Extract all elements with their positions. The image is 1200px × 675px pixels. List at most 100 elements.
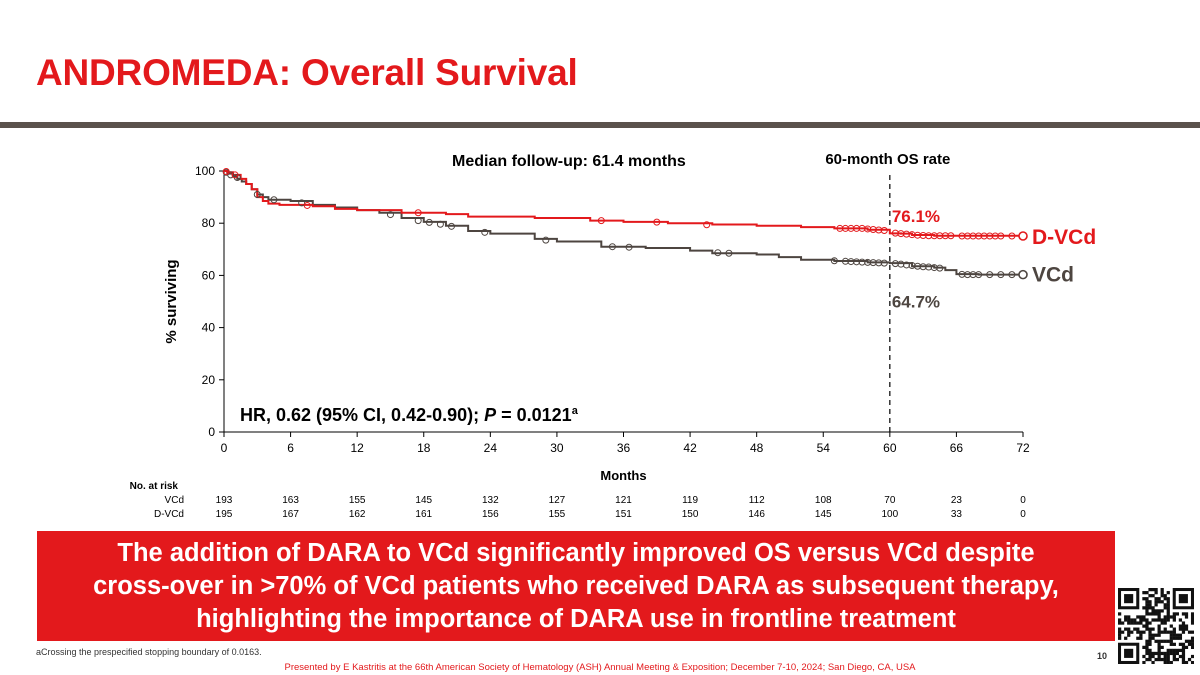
qr-module [1190, 645, 1194, 649]
presented-by: Presented by E Kastritis at the 66th Ame… [284, 662, 916, 673]
qr-module [1169, 642, 1173, 646]
qr-module [1166, 654, 1170, 659]
qr-module [1145, 639, 1149, 643]
censor-mark [608, 243, 616, 251]
censor-mark [997, 232, 1005, 240]
y-tick-label: 40 [202, 321, 216, 335]
qr-module [1187, 642, 1192, 646]
qr-module [1169, 651, 1173, 656]
risk-cell: 100 [881, 509, 898, 520]
series-end-marker [1018, 269, 1028, 280]
qr-module [1190, 615, 1194, 619]
qr-module [1190, 660, 1194, 664]
qr-module [1157, 618, 1161, 622]
qr-module [1160, 621, 1164, 625]
qr-module [1172, 615, 1176, 619]
qr-module [1148, 600, 1152, 604]
risk-table-header: No. at risk [130, 481, 179, 492]
censor-mark [231, 171, 239, 179]
qr-module [1154, 618, 1158, 622]
qr-module [1148, 588, 1152, 592]
qr-module [1169, 639, 1173, 643]
qr-code-icon[interactable] [1118, 588, 1194, 664]
dvcd-os-rate: 76.1% [892, 207, 940, 226]
qr-module [1181, 624, 1186, 628]
slide-title: ANDROMEDA: Overall Survival [36, 52, 578, 93]
censor-mark [997, 271, 1005, 279]
qr-module [1151, 654, 1155, 659]
conclusion-line-3: highlighting the importance of DARA use … [196, 604, 956, 633]
qr-module [1133, 621, 1137, 625]
qr-module [1172, 657, 1176, 662]
series-line-d-vcd [224, 170, 1024, 237]
qr-module [1166, 660, 1170, 664]
qr-module [1160, 609, 1164, 613]
qr-module [1157, 597, 1161, 601]
risk-cell: 151 [615, 509, 632, 520]
qr-module [1139, 636, 1143, 640]
qr-module [1187, 639, 1192, 643]
qr-module [1181, 621, 1186, 625]
qr-module [1190, 630, 1194, 634]
qr-module [1172, 612, 1176, 616]
qr-module [1136, 630, 1140, 634]
risk-cell: 150 [682, 509, 699, 520]
qr-module [1175, 657, 1179, 662]
qr-module [1190, 612, 1194, 616]
qr-module [1139, 633, 1143, 637]
censor-mark [880, 227, 888, 235]
qr-module [1163, 654, 1167, 659]
risk-cell: 163 [282, 495, 299, 506]
qr-module [1130, 630, 1134, 634]
risk-cell: 145 [415, 495, 432, 506]
qr-module [1148, 630, 1152, 634]
qr-module [1139, 615, 1143, 619]
qr-module [1178, 624, 1183, 628]
qr-module [1181, 648, 1186, 653]
censor-mark [653, 218, 661, 226]
qr-module [1166, 606, 1170, 610]
qr-module [1133, 618, 1137, 622]
qr-module [1157, 657, 1161, 662]
qr-module [1172, 618, 1176, 622]
censor-mark [986, 271, 994, 279]
qr-module [1148, 639, 1152, 643]
qr-module [1160, 645, 1164, 649]
qr-module [1148, 594, 1152, 598]
qr-module [1124, 615, 1128, 619]
page-number: 10 [1097, 651, 1108, 661]
qr-module [1157, 612, 1161, 616]
censor-mark [975, 271, 983, 279]
conclusion-line-2: cross-over in >70% of VCd patients who r… [93, 571, 1059, 600]
qr-module [1172, 627, 1176, 631]
vcd-os-rate: 64.7% [892, 293, 940, 312]
qr-module [1160, 600, 1164, 604]
qr-module [1151, 588, 1155, 592]
censor-mark [542, 236, 550, 244]
qr-module [1184, 615, 1189, 619]
os-rate-heading: 60-month OS rate [825, 151, 950, 168]
risk-cell: 155 [549, 509, 566, 520]
qr-module [1181, 654, 1186, 659]
qr-module [1145, 609, 1149, 613]
qr-module [1151, 651, 1155, 656]
risk-cell: 33 [951, 509, 963, 520]
conclusion-line-1: The addition of DARA to VCd significantl… [117, 538, 1035, 567]
qr-module [1130, 618, 1134, 622]
qr-module [1169, 615, 1173, 619]
qr-module [1163, 627, 1167, 631]
qr-module [1142, 624, 1146, 628]
qr-module [1166, 651, 1170, 656]
qr-module [1169, 636, 1173, 640]
qr-module [1142, 597, 1146, 601]
censor-mark [414, 209, 422, 217]
qr-module [1157, 609, 1161, 613]
x-tick-label: 54 [817, 441, 831, 455]
qr-module [1178, 633, 1183, 637]
qr-module [1160, 657, 1164, 662]
qr-module [1133, 627, 1137, 631]
qr-module [1172, 648, 1176, 653]
censor-mark [425, 218, 433, 226]
x-tick-label: 60 [883, 441, 897, 455]
qr-module [1163, 618, 1167, 622]
